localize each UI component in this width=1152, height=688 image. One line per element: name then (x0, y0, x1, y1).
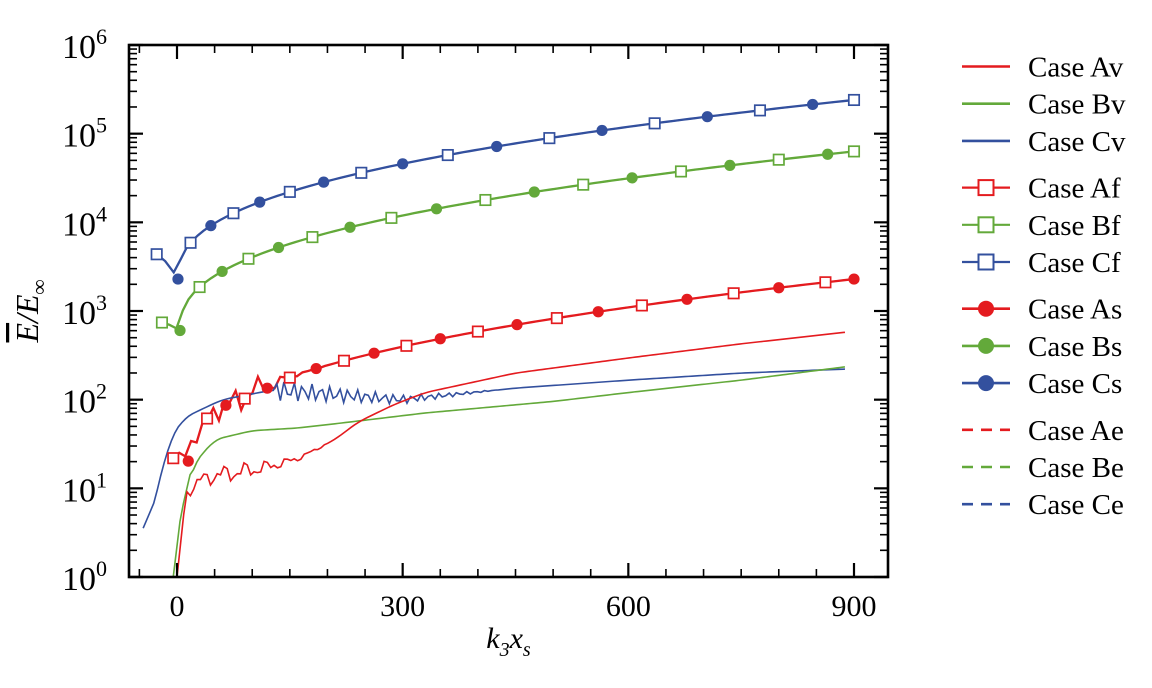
svg-text:300: 300 (380, 590, 425, 623)
svg-text:Case Be: Case Be (1028, 452, 1124, 484)
svg-text:Case Cv: Case Cv (1028, 126, 1126, 158)
svg-text:Case Av: Case Av (1028, 52, 1124, 84)
svg-text:Case Bf: Case Bf (1028, 210, 1121, 242)
svg-text:0: 0 (170, 590, 185, 623)
svg-text:Case Cf: Case Cf (1028, 247, 1121, 279)
svg-text:Case Cs: Case Cs (1028, 368, 1122, 400)
svg-text:600: 600 (606, 590, 651, 623)
svg-text:Case Bs: Case Bs (1028, 331, 1122, 363)
svg-text:900: 900 (832, 590, 877, 623)
svg-text:Case Af: Case Af (1028, 173, 1121, 205)
svg-text:Case Bv: Case Bv (1028, 89, 1126, 121)
svg-text:Case Ae: Case Ae (1028, 415, 1124, 447)
svg-text:Case Ce: Case Ce (1028, 489, 1124, 521)
svg-text:Case As: Case As (1028, 294, 1122, 326)
